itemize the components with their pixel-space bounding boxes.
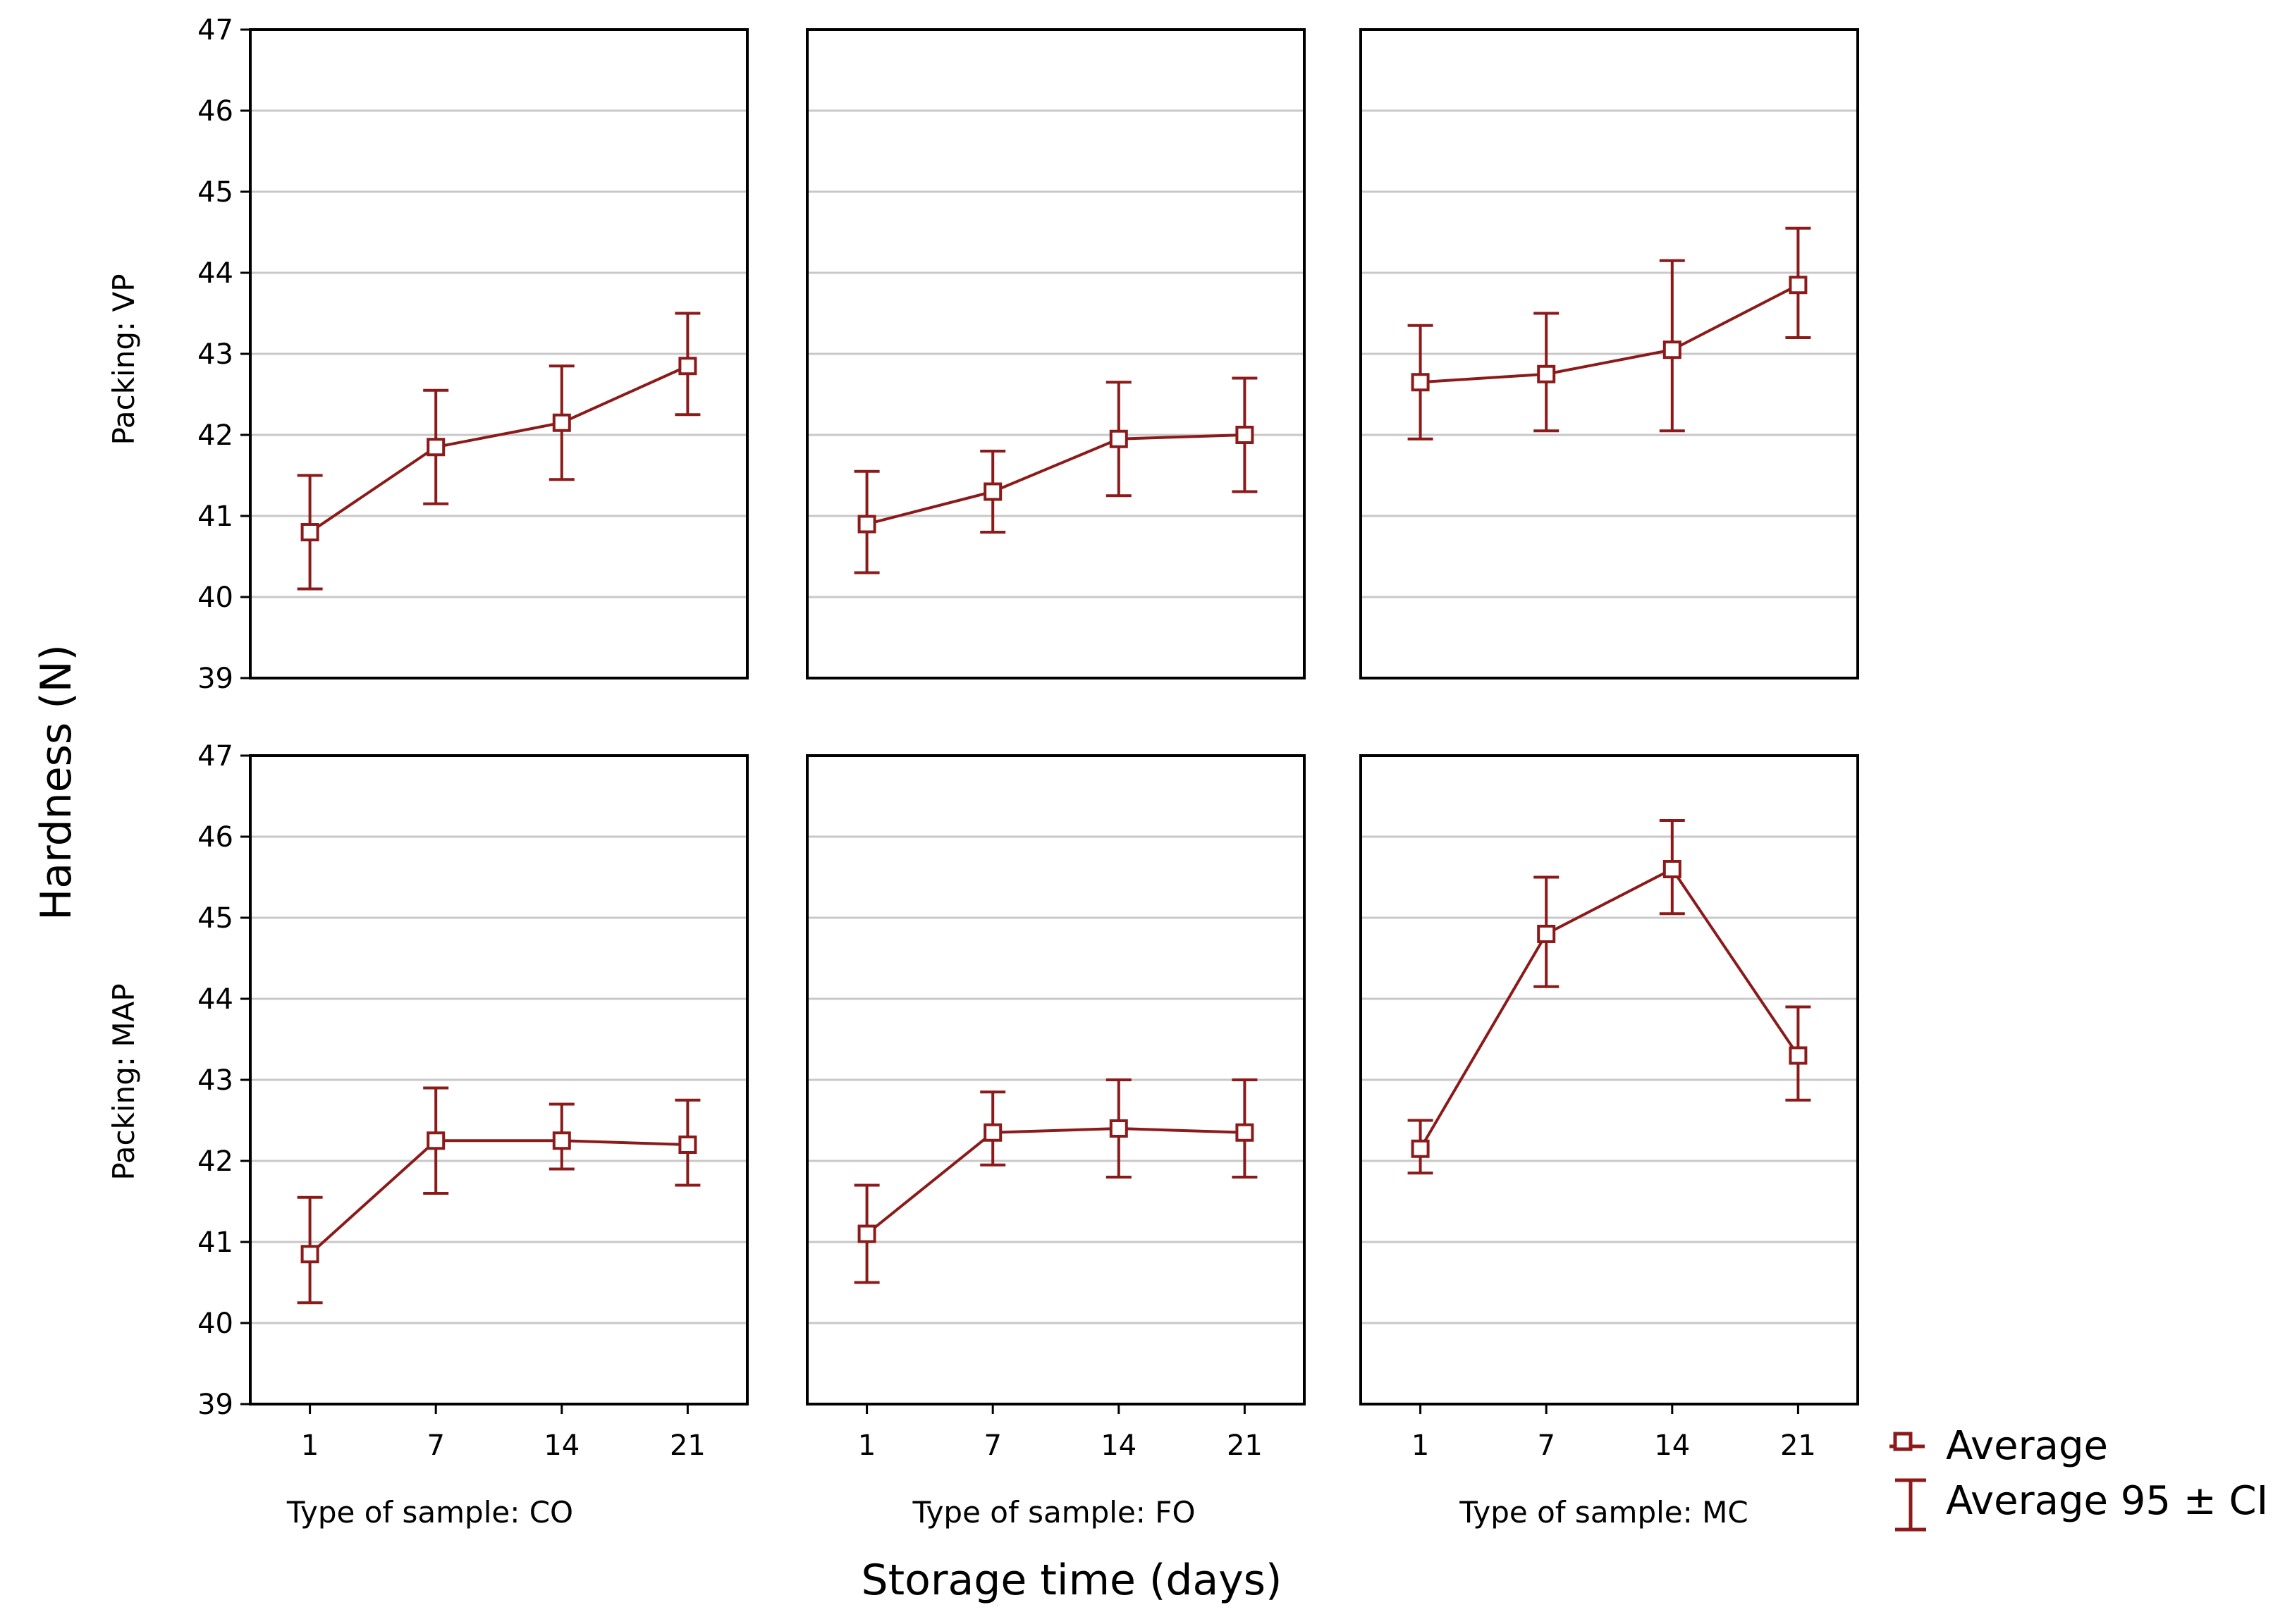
x-tick-label-21: 21: [670, 1429, 706, 1462]
panel-map-co: 39 40 41 42 43 44 45 46 47 1 7 14 21: [197, 740, 749, 1462]
y-tick-label-39: 39: [197, 663, 233, 695]
x-tick-label-7: 7: [1537, 1429, 1555, 1462]
x-tick-label-1: 1: [301, 1429, 319, 1462]
mean-point-21: [1789, 276, 1808, 295]
mean-point-14: [1662, 340, 1681, 359]
mean-point-14: [1662, 860, 1681, 878]
y-tick-label-41: 41: [197, 1226, 233, 1259]
mean-point-7: [984, 1123, 1003, 1142]
mean-line-map-fo: [866, 1126, 1245, 1236]
mean-point-14: [1109, 1119, 1128, 1138]
y-tick-label-47: 47: [197, 740, 233, 773]
y-tick-label-43: 43: [197, 338, 233, 371]
x-tick-label-14: 14: [544, 1429, 580, 1462]
legend-ci-marker: [1895, 1478, 1926, 1532]
mean-line-map-co: [309, 1139, 688, 1255]
mean-point-1: [857, 1224, 876, 1243]
y-tick-label-42: 42: [197, 1145, 233, 1178]
mean-point-21: [678, 357, 697, 376]
y-tick-label-40: 40: [197, 582, 233, 614]
mean-point-7: [1537, 925, 1556, 943]
panel-vp-fo: [806, 28, 1306, 679]
x-tick-label-14: 14: [1101, 1429, 1136, 1462]
y-tick-label-40: 40: [197, 1308, 233, 1340]
x-tick-label-1: 1: [1411, 1429, 1429, 1462]
panel-frame: [806, 28, 1306, 679]
mean-point-1: [300, 1245, 319, 1264]
mean-point-7: [984, 482, 1003, 501]
mean-line-vp-mc: [1420, 283, 1799, 384]
row-label-map: Packing: MAP: [106, 983, 141, 1180]
mean-point-7: [1537, 364, 1556, 383]
x-axis-title: Storage time (days): [862, 1556, 1282, 1605]
y-tick-label-41: 41: [197, 500, 233, 533]
y-tick-label-45: 45: [197, 902, 233, 935]
y-tick-label-43: 43: [197, 1064, 233, 1097]
x-tick-label-7: 7: [427, 1429, 444, 1462]
y-tick-label-46: 46: [197, 95, 233, 128]
panel-vp-mc: [1359, 28, 1859, 679]
legend: Average Average 95 ± CI: [1889, 1423, 2268, 1532]
column-label-fo: Type of sample: FO: [912, 1495, 1195, 1530]
y-tick-label-44: 44: [197, 983, 233, 1016]
column-label-co: Type of sample: CO: [286, 1495, 573, 1530]
x-tick-label-14: 14: [1654, 1429, 1690, 1462]
mean-point-21: [1235, 426, 1254, 444]
mean-point-1: [300, 523, 319, 541]
mean-point-7: [427, 1131, 446, 1150]
panel-frame: [249, 754, 749, 1405]
mean-point-1: [1411, 373, 1430, 392]
legend-average-label: Average: [1946, 1423, 2108, 1469]
mean-line-map-mc: [1419, 867, 1800, 1150]
y-tick-label-42: 42: [197, 419, 233, 452]
mean-point-21: [678, 1136, 697, 1154]
x-tick-label-1: 1: [858, 1429, 876, 1462]
mean-point-14: [552, 413, 571, 432]
mean-point-21: [1235, 1123, 1254, 1142]
y-tick-label-45: 45: [197, 176, 233, 209]
mean-point-1: [857, 515, 876, 534]
mean-line-vp-fo: [866, 433, 1245, 526]
panel-frame: [249, 28, 749, 679]
panel-frame: [1359, 28, 1859, 679]
y-tick-label-44: 44: [197, 257, 233, 290]
panel-frame: [806, 754, 1306, 1405]
mean-point-7: [427, 438, 446, 457]
y-axis-title: Hardness (N): [32, 644, 81, 921]
legend-average-marker: [1889, 1432, 1925, 1451]
x-tick-label-21: 21: [1227, 1429, 1263, 1462]
x-tick-label-7: 7: [984, 1429, 1001, 1462]
mean-point-14: [1109, 429, 1128, 448]
column-label-mc: Type of sample: MC: [1459, 1495, 1748, 1530]
panel-grid: 39 40 41 42 43 44 45 46 47 39 40 41 42 43 44 45 46 47 1 7 14…: [197, 14, 1859, 1462]
panel-map-fo: 1 7 14 21: [806, 754, 1306, 1462]
panel-map-mc: 1 7 14 21: [1359, 754, 1859, 1462]
panel-vp-co: 39 40 41 42 43 44 45 46 47: [197, 14, 749, 695]
mean-point-14: [552, 1131, 571, 1150]
legend-ci-label: Average 95 ± CI: [1946, 1478, 2268, 1524]
mean-line-vp-co: [309, 364, 689, 534]
x-tick-label-21: 21: [1780, 1429, 1816, 1462]
mean-point-1: [1411, 1139, 1430, 1158]
y-tick-label-39: 39: [197, 1389, 233, 1421]
panel-frame: [1359, 754, 1859, 1405]
y-tick-label-46: 46: [197, 821, 233, 854]
row-label-vp: Packing: VP: [106, 273, 141, 445]
mean-point-21: [1789, 1046, 1808, 1065]
y-tick-label-47: 47: [197, 14, 233, 47]
